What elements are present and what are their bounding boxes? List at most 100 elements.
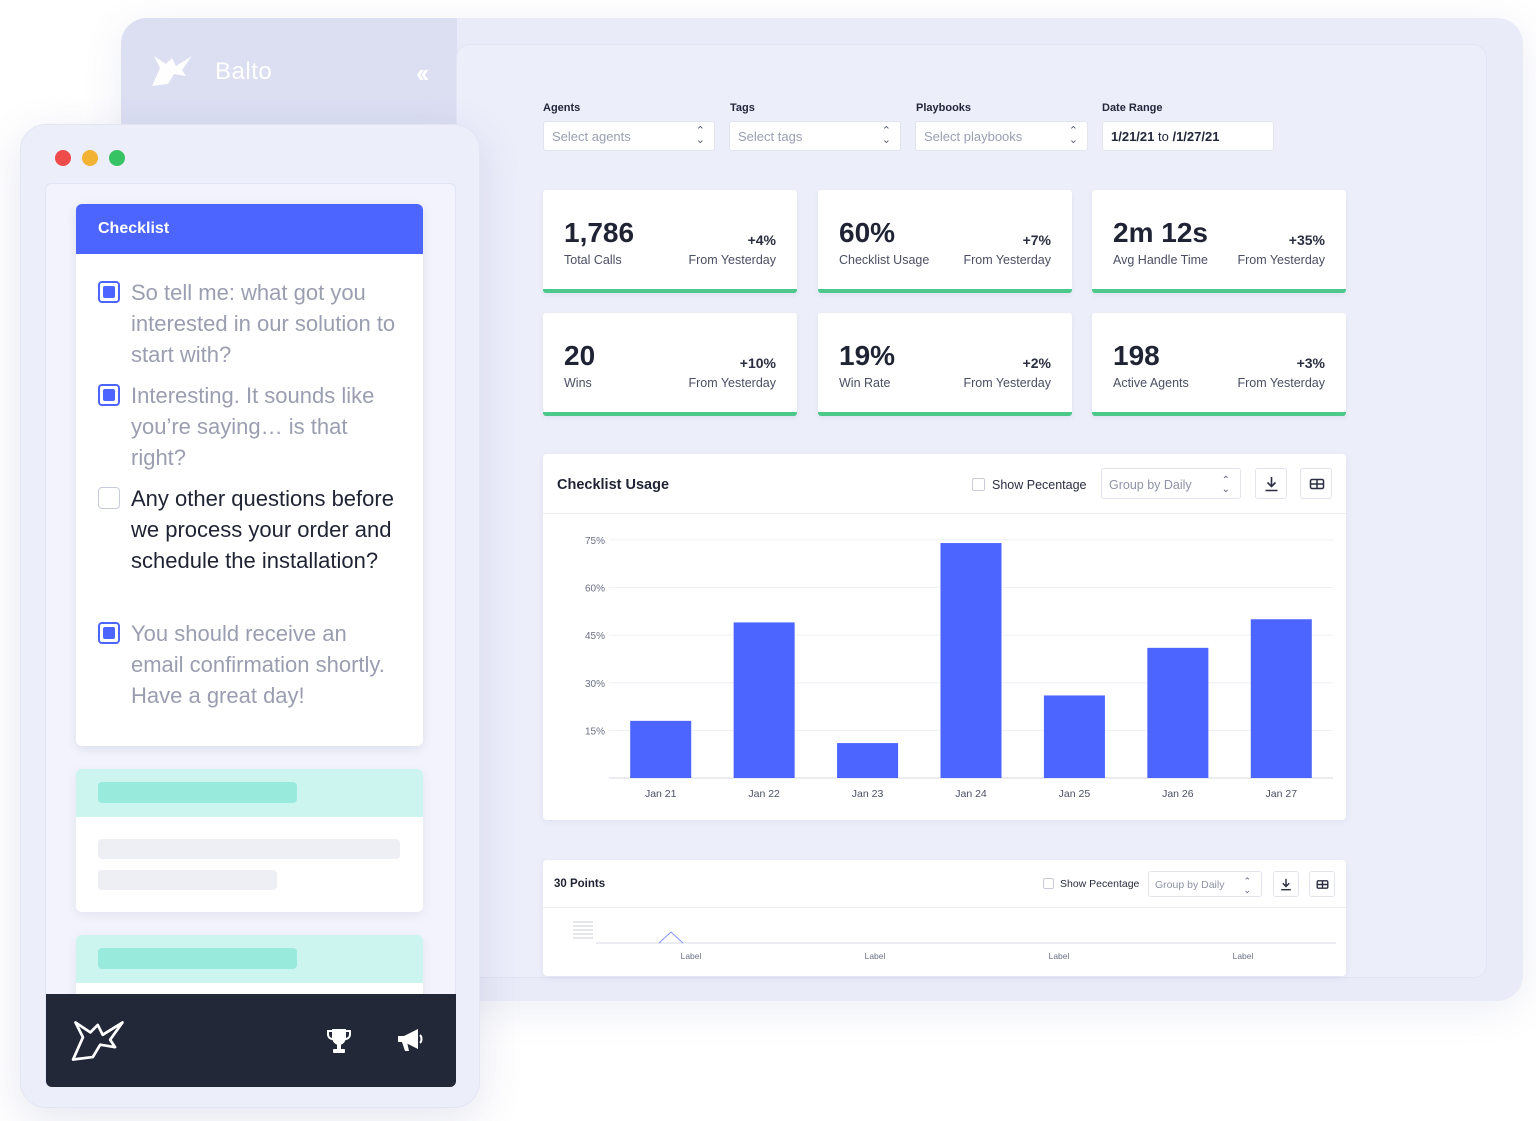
stat-comparison: From Yesterday [1237, 253, 1325, 267]
show-percentage-label: Show Pecentage [1060, 878, 1140, 890]
download-button[interactable] [1273, 871, 1299, 897]
chevron-up-down-icon: ⌃ ⌄ [881, 125, 891, 146]
date-range-label: Date Range [1102, 102, 1163, 114]
agents-filter-label: Agents [543, 102, 581, 114]
y-tick-label: 60% [585, 584, 605, 595]
stat-label: Win Rate [839, 376, 891, 390]
stat-label: Wins [564, 376, 592, 390]
maximize-window-dot[interactable] [109, 150, 125, 166]
points-chart-title: 30 Points [554, 878, 606, 890]
x-tick-label: Jan 24 [955, 788, 987, 800]
group-by-select[interactable]: Group by Daily ⌃ ⌄ [1101, 468, 1241, 499]
stat-delta: +3% [1296, 355, 1325, 371]
points-x-tick-label: Label [865, 951, 886, 961]
stat-value: 198 [1113, 340, 1160, 371]
bar[interactable] [1250, 619, 1312, 778]
brand-name: Balto [215, 58, 273, 85]
x-tick-label: Jan 21 [645, 788, 677, 800]
x-tick-label: Jan 22 [748, 788, 780, 800]
bar[interactable] [733, 622, 795, 778]
download-button[interactable] [1255, 468, 1287, 499]
checklist-usage-bar-chart: 15% 30% 45% 60% 75% Jan 21 Jan 22 Jan 23 Jan 24 J… [585, 536, 1333, 800]
placeholder-title-bar [98, 782, 297, 803]
checklist-item-text: You should receive an email confirmation… [131, 621, 385, 708]
table-view-icon [1316, 880, 1329, 889]
x-tick-label: Jan 23 [852, 788, 884, 800]
show-percentage-checkbox[interactable] [972, 478, 985, 491]
date-range-picker[interactable]: 1/21/21 to /1/27/21 [1102, 121, 1274, 151]
placeholder-card-header [76, 935, 423, 983]
agent-bottom-bar [46, 994, 456, 1087]
stat-comparison: From Yesterday [963, 253, 1051, 267]
checkbox-checked[interactable] [98, 384, 120, 406]
stat-delta: +4% [747, 232, 776, 248]
agents-select[interactable]: Select agents ⌃ ⌄ [543, 121, 715, 151]
group-by-value: Group by Daily [1109, 478, 1192, 492]
agents-select-placeholder: Select agents [552, 129, 631, 144]
bar[interactable] [940, 543, 1002, 778]
checklist-usage-chart-card: Checklist Usage Show Pecentage Group by … [543, 454, 1346, 820]
stat-label: Active Agents [1113, 376, 1189, 390]
placeholder-card-header [76, 769, 423, 817]
stat-delta: +35% [1288, 232, 1325, 248]
checklist-title: Checklist [98, 220, 170, 237]
group-by-select[interactable]: Group by Daily ⌃ ⌄ [1148, 871, 1262, 897]
placeholder-line [98, 839, 400, 859]
points-chart-card: 30 Points Show Pecentage Group by Daily … [543, 860, 1346, 976]
date-range-to: to [1158, 129, 1169, 144]
stat-value: 20 [564, 340, 596, 371]
fox-logo-icon [71, 1021, 124, 1061]
checklist-item-text: Any other questions before we process yo… [131, 486, 394, 573]
stat-value: 2m 12s [1113, 217, 1208, 248]
trophy-icon[interactable] [326, 1027, 352, 1055]
checkbox-unchecked[interactable] [98, 487, 120, 509]
close-window-dot[interactable] [55, 150, 71, 166]
table-view-button[interactable] [1300, 468, 1332, 499]
stat-value: 60% [839, 217, 896, 248]
stat-delta: +10% [739, 355, 776, 371]
download-icon [1281, 878, 1291, 891]
checkbox-checked[interactable] [98, 281, 120, 303]
stat-card-total-calls: 1,786 Total Calls +4% From Yesterday [543, 190, 797, 293]
checklist-card: Checklist So tell me: what got you inter… [76, 204, 423, 746]
chart-header: Checklist Usage Show Pecentage Group by … [543, 454, 1346, 514]
show-percentage-checkbox[interactable] [1043, 878, 1054, 889]
x-tick-label: Jan 27 [1266, 788, 1298, 800]
placeholder-line [98, 870, 277, 890]
stat-value: 1,786 [564, 217, 635, 248]
playbooks-select[interactable]: Select playbooks ⌃ ⌄ [915, 121, 1088, 151]
megaphone-icon[interactable] [396, 1027, 424, 1053]
checkbox-checked[interactable] [98, 622, 120, 644]
table-view-button[interactable] [1309, 871, 1335, 897]
points-chart-header: 30 Points Show Pecentage Group by Daily … [543, 860, 1346, 908]
placeholder-card [76, 935, 423, 1005]
double-chevron-left-icon[interactable]: ‹‹ [416, 58, 429, 88]
table-view-icon [1309, 478, 1325, 490]
bar[interactable] [837, 743, 899, 778]
bar[interactable] [1147, 647, 1209, 778]
show-percentage-label: Show Pecentage [992, 478, 1087, 492]
y-tick-label: 15% [585, 726, 605, 737]
stat-delta: +7% [1022, 232, 1051, 248]
points-x-tick-label: Label [1049, 951, 1070, 961]
stat-comparison: From Yesterday [688, 253, 776, 267]
tags-select[interactable]: Select tags ⌃ ⌄ [729, 121, 901, 151]
stat-card-avg-handle-time: 2m 12s Avg Handle Time +35% From Yesterd… [1092, 190, 1346, 293]
group-by-value: Group by Daily [1155, 879, 1225, 891]
stat-label: Checklist Usage [839, 253, 930, 267]
chevron-up-down-icon: ⌃ ⌄ [695, 125, 705, 146]
chevron-up-down-icon: ⌃ ⌄ [1068, 125, 1078, 146]
points-mini-chart: Label Label Label Label [573, 921, 1336, 961]
bar[interactable] [1043, 695, 1105, 778]
date-range-start: 1/21/21 [1111, 129, 1155, 144]
checklist-header: Checklist [76, 204, 423, 254]
stat-comparison: From Yesterday [1237, 376, 1325, 390]
stat-card-win-rate: 19% Win Rate +2% From Yesterday [818, 313, 1072, 416]
points-x-tick-label: Label [681, 951, 702, 961]
x-tick-label: Jan 25 [1059, 788, 1091, 800]
tags-filter-label: Tags [730, 102, 755, 114]
y-tick-label: 30% [585, 679, 605, 690]
bar[interactable] [630, 720, 692, 778]
placeholder-title-bar [98, 948, 297, 969]
minimize-window-dot[interactable] [82, 150, 98, 166]
